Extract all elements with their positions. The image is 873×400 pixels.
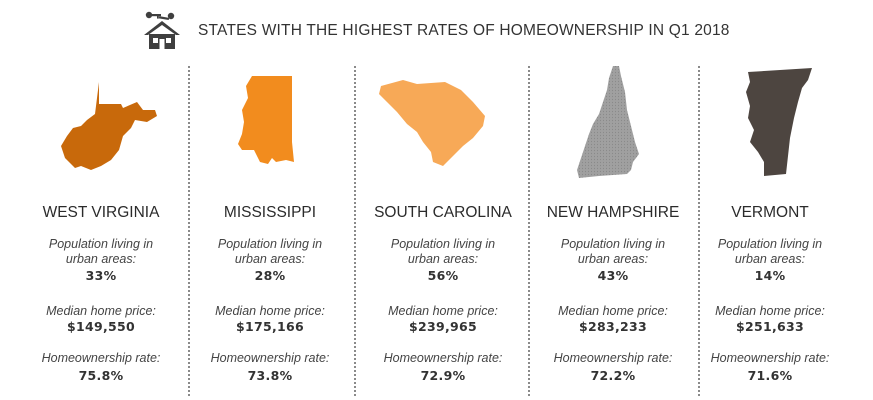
homeownership-label: Homeownership rate:	[553, 351, 673, 365]
homeownership-label: Homeownership rate:	[41, 351, 161, 365]
page-title: STATES WITH THE HIGHEST RATES OF HOMEOWN…	[198, 22, 730, 39]
state-name: VERMONT	[731, 204, 809, 221]
header: STATES WITH THE HIGHEST RATES OF HOMEOWN…	[140, 8, 840, 52]
median-price-value: $283,233	[578, 319, 648, 334]
median-price-label: Median home price:	[388, 304, 498, 318]
median-price-label: Median home price:	[215, 304, 325, 318]
population-label: Population living in urban areas:	[560, 237, 666, 266]
state-card-west-virginia: WEST VIRGINIA Population living in urban …	[15, 62, 187, 400]
homeownership-label: Homeownership rate:	[210, 351, 330, 365]
west-virginia-map-icon	[61, 82, 157, 170]
homeownership-rate-value: 75.8%	[78, 368, 124, 383]
homeownership-rate-value: 73.8%	[247, 368, 293, 383]
column-divider	[188, 66, 190, 396]
house-with-keys-icon	[144, 11, 180, 49]
state-name: NEW HAMPSHIRE	[546, 204, 680, 221]
population-label: Population living in urban areas:	[717, 237, 823, 266]
median-price-label: Median home price:	[46, 304, 156, 318]
state-card-mississippi: MISSISSIPPI Population living in urban ar…	[184, 62, 356, 400]
median-price-label: Median home price:	[715, 304, 825, 318]
homeownership-rate-value: 71.6%	[747, 368, 793, 383]
south-carolina-map-icon	[379, 80, 485, 166]
population-label: Population living in urban areas:	[48, 237, 154, 266]
vermont-map-icon	[746, 68, 812, 176]
median-price-value: $239,965	[408, 319, 478, 334]
mississippi-map-icon	[238, 76, 294, 164]
column-divider	[354, 66, 356, 396]
new-hampshire-map-icon	[577, 66, 639, 178]
homeownership-rate-value: 72.9%	[420, 368, 466, 383]
homeownership-label: Homeownership rate:	[383, 351, 503, 365]
median-price-label: Median home price:	[558, 304, 668, 318]
state-card-new-hampshire: NEW HAMPSHIRE Population living in urban …	[527, 62, 699, 400]
population-label: Population living in urban areas:	[390, 237, 496, 266]
urban-population-value: 14%	[754, 268, 786, 283]
column-divider	[698, 66, 700, 396]
column-divider	[528, 66, 530, 396]
median-price-value: $175,166	[235, 319, 305, 334]
median-price-value: $149,550	[66, 319, 136, 334]
state-card-vermont: VERMONT Population living in urban areas:…	[684, 62, 856, 400]
urban-population-value: 33%	[85, 268, 117, 283]
homeownership-label: Homeownership rate:	[710, 351, 830, 365]
homeownership-rate-value: 72.2%	[590, 368, 636, 383]
median-price-value: $251,633	[735, 319, 805, 334]
urban-population-value: 56%	[427, 268, 459, 283]
urban-population-value: 43%	[597, 268, 629, 283]
state-name: MISSISSIPPI	[223, 204, 317, 221]
population-label: Population living in urban areas:	[217, 237, 323, 266]
urban-population-value: 28%	[254, 268, 286, 283]
state-name: WEST VIRGINIA	[42, 204, 160, 221]
state-card-south-carolina: SOUTH CAROLINA Population living in urban…	[357, 62, 529, 400]
state-name: SOUTH CAROLINA	[374, 204, 512, 221]
